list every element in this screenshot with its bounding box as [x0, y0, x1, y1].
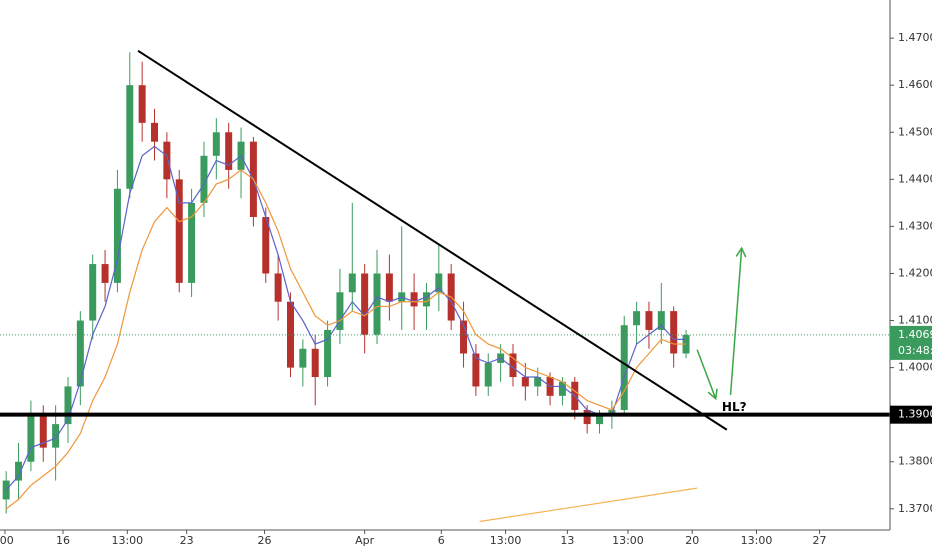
candle-body	[633, 311, 641, 326]
candle-body	[286, 301, 294, 368]
x-tick-label: 13:00	[741, 534, 773, 547]
candle-body	[657, 311, 665, 330]
candle-body	[76, 320, 84, 387]
candle-body	[39, 414, 47, 448]
y-tick-label: 1.45000	[898, 125, 932, 138]
candle-body	[596, 414, 604, 425]
plot: HL?	[0, 49, 890, 523]
trendline	[137, 49, 728, 431]
x-tick-label: 13	[560, 534, 574, 547]
x-tick-label: 13:00	[490, 534, 522, 547]
candle-body	[274, 273, 282, 302]
candle-body	[151, 122, 159, 142]
y-tick-label: 1.44000	[898, 172, 932, 185]
candle-body	[484, 362, 492, 387]
candle-body	[163, 141, 171, 180]
arrow-head	[707, 388, 718, 401]
candle-body	[645, 311, 653, 330]
candle-body	[534, 377, 542, 387]
x-tick-label: 6	[438, 534, 445, 547]
y-tick-label: 1.46000	[898, 78, 932, 91]
arrow-head	[735, 246, 747, 258]
candle-body	[311, 348, 319, 378]
candle-body	[324, 329, 332, 378]
arrow	[696, 349, 717, 399]
candle-body	[126, 85, 134, 189]
candle-body	[348, 273, 356, 293]
y-tick-label: 1.41000	[898, 314, 932, 327]
moving-average	[5, 169, 687, 510]
countdown-label: 03:48:25	[898, 344, 932, 357]
y-tick-label: 1.43000	[898, 219, 932, 232]
x-tick-label: :00	[0, 534, 14, 547]
candle-body	[175, 179, 183, 283]
candle-body	[15, 461, 23, 481]
candle-body	[385, 273, 393, 302]
x-tick-label: 13:00	[612, 534, 644, 547]
candle-body	[138, 85, 146, 123]
candle-body	[336, 292, 344, 330]
candle-body	[27, 414, 35, 462]
x-tick-label: 26	[258, 534, 272, 547]
candle-body	[188, 202, 196, 283]
x-tick-label: 20	[685, 534, 699, 547]
x-tick-label: 13:00	[111, 534, 143, 547]
last-price-label: 1.40695	[898, 328, 932, 341]
candle-body	[113, 188, 121, 283]
x-tick-label: 23	[180, 534, 194, 547]
last-price-bg	[890, 325, 932, 360]
candle-body	[212, 132, 220, 156]
candle-body	[521, 377, 529, 387]
y-tick-label: 1.47000	[898, 31, 932, 44]
candle-body	[299, 348, 307, 368]
candle-body	[410, 292, 418, 307]
x-tick-label: 16	[56, 534, 70, 547]
y-tick-label: 1.38000	[898, 455, 932, 468]
candle-body	[558, 381, 566, 396]
candle-body	[101, 264, 109, 283]
candle-body	[472, 353, 480, 387]
candle-body	[225, 132, 233, 170]
candle-body	[361, 273, 369, 335]
support-label: 1.39000	[898, 408, 932, 421]
support-label-bg	[890, 405, 932, 424]
candle-body	[373, 273, 381, 335]
candle-body	[620, 325, 628, 410]
candle-body	[583, 409, 591, 425]
arrow	[729, 247, 743, 395]
candle-body	[64, 386, 72, 425]
candle-body	[460, 320, 468, 354]
y-tick-label: 1.42000	[898, 266, 932, 279]
moving-average	[5, 145, 687, 491]
candle-body	[435, 273, 443, 293]
candle-body	[89, 264, 97, 321]
x-tick-label: Apr	[355, 534, 375, 547]
x-tick-label: 27	[813, 534, 827, 547]
candle-body	[262, 216, 270, 274]
y-tick-label: 1.40000	[898, 361, 932, 374]
candle-body	[52, 424, 60, 448]
candle-body	[200, 155, 208, 203]
candle-body	[422, 292, 430, 307]
long-moving-average	[479, 487, 698, 523]
annotation: HL?	[722, 400, 747, 414]
candle-body	[608, 409, 616, 415]
candle-body	[670, 311, 678, 354]
candle-body	[509, 353, 517, 378]
